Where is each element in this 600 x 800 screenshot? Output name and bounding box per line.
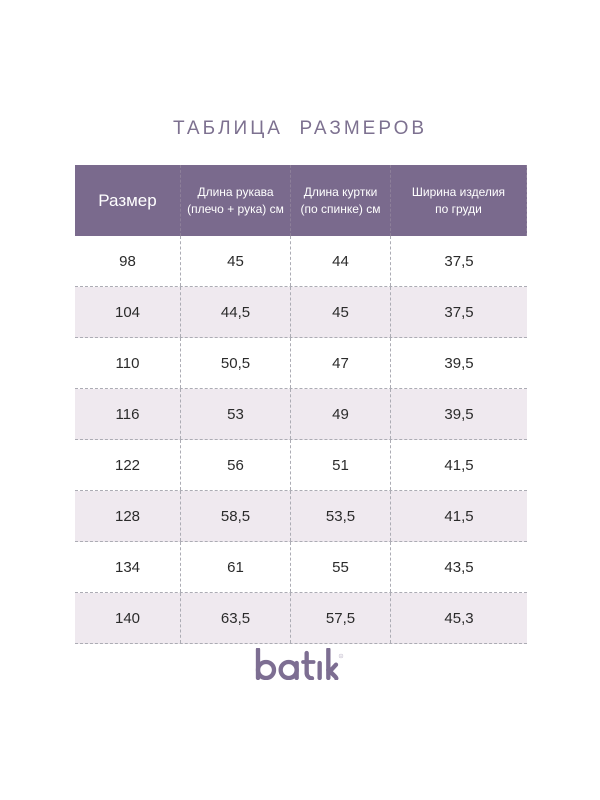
svg-text:R: R — [340, 656, 342, 658]
